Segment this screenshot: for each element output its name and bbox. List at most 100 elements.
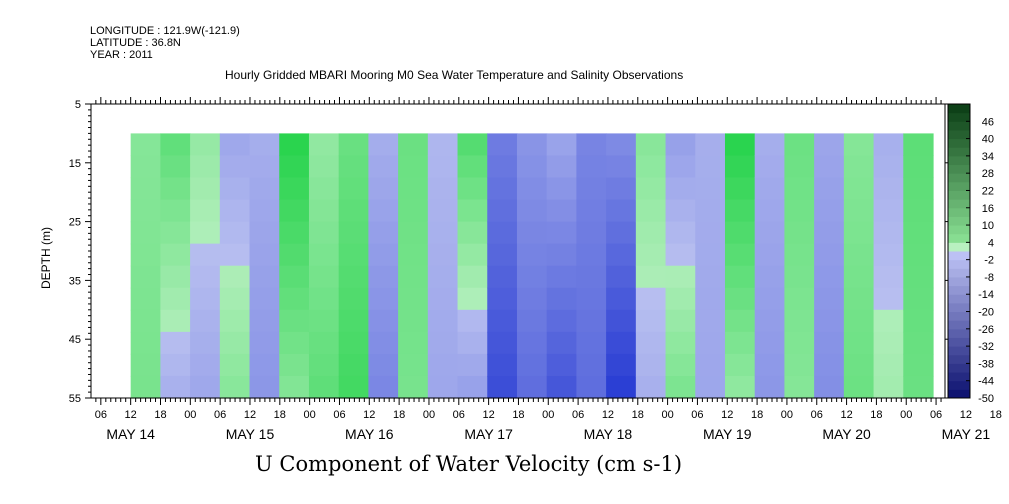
colorbar-band bbox=[948, 276, 970, 287]
heatmap-cell bbox=[190, 133, 221, 157]
heatmap-cell bbox=[368, 353, 399, 377]
heatmap-cell bbox=[665, 199, 696, 223]
heatmap-cell bbox=[130, 353, 161, 377]
heatmap-cell bbox=[635, 177, 667, 201]
x-tick-label: 12 bbox=[363, 409, 375, 421]
heatmap-cell bbox=[308, 353, 340, 377]
heatmap-cell bbox=[190, 331, 221, 355]
colorbar-label: 40 bbox=[982, 134, 994, 146]
heatmap-cell bbox=[338, 353, 369, 377]
colorbar-band bbox=[948, 164, 970, 174]
heatmap-cell bbox=[873, 353, 904, 377]
x-tick-label: 18 bbox=[154, 409, 166, 421]
heatmap-cell bbox=[516, 375, 548, 399]
heatmap-cell bbox=[695, 287, 726, 311]
heatmap-cell bbox=[279, 133, 310, 157]
heatmap-cell bbox=[576, 243, 607, 267]
heatmap-cell bbox=[427, 287, 459, 311]
x-tick-label: 00 bbox=[661, 409, 673, 421]
x-tick-label: 00 bbox=[184, 409, 196, 421]
heatmap-cell bbox=[219, 287, 251, 311]
heatmap-cell bbox=[814, 375, 845, 399]
heatmap-cell bbox=[487, 287, 518, 311]
heatmap-cell bbox=[427, 133, 459, 157]
heatmap-cell bbox=[338, 133, 369, 157]
year-label: YEAR : 2011 bbox=[90, 49, 153, 61]
heatmap-cell bbox=[516, 199, 548, 223]
heatmap-cell bbox=[903, 353, 934, 377]
heatmap-cell bbox=[546, 133, 578, 157]
colorbar-band bbox=[948, 104, 970, 114]
heatmap-cell bbox=[398, 331, 429, 355]
colorbar-band bbox=[948, 216, 970, 226]
heatmap-cell bbox=[843, 331, 875, 355]
heatmap-cell bbox=[308, 221, 340, 245]
heatmap-cell bbox=[814, 177, 845, 201]
heatmap-cell bbox=[546, 221, 578, 245]
heatmap-cell bbox=[516, 309, 548, 333]
heatmap-cell bbox=[338, 155, 369, 179]
heatmap-cell bbox=[724, 199, 756, 223]
heatmap-cell bbox=[427, 199, 459, 223]
heatmap-cell bbox=[487, 133, 518, 157]
heatmap-cell bbox=[368, 309, 399, 333]
heatmap-cell bbox=[487, 177, 518, 201]
x-tick-label: 06 bbox=[930, 409, 942, 421]
colorbar-band bbox=[948, 285, 970, 295]
colorbar-band bbox=[948, 268, 970, 278]
heatmap-cell bbox=[635, 309, 667, 333]
heatmap-cell bbox=[606, 243, 637, 267]
heatmap-cell bbox=[784, 265, 815, 289]
y-tick-label: 15 bbox=[69, 158, 81, 170]
heatmap-cell bbox=[814, 199, 845, 223]
heatmap-cell bbox=[606, 353, 637, 377]
heatmap-cell bbox=[576, 331, 607, 355]
heatmap-cell bbox=[754, 155, 786, 179]
x-tick-label: 06 bbox=[811, 409, 823, 421]
heatmap-cell bbox=[516, 155, 548, 179]
heatmap-cell bbox=[665, 133, 696, 157]
colorbar-label: -8 bbox=[984, 272, 994, 284]
colorbar-label: -14 bbox=[978, 289, 994, 301]
x-tick-label: 00 bbox=[304, 409, 316, 421]
heatmap-cell bbox=[457, 243, 488, 267]
heatmap-cell bbox=[219, 331, 251, 355]
heatmap-cell bbox=[843, 177, 875, 201]
heatmap-cell bbox=[784, 155, 815, 179]
heatmap-cell bbox=[279, 221, 310, 245]
heatmap-cell bbox=[249, 243, 280, 267]
heatmap-cell bbox=[784, 331, 815, 355]
heatmap-cell bbox=[695, 177, 726, 201]
x-tick-label: 06 bbox=[453, 409, 465, 421]
heatmap-cell bbox=[635, 199, 667, 223]
heatmap-cell bbox=[546, 375, 578, 399]
heatmap-cell bbox=[130, 155, 161, 179]
heatmap-cell bbox=[190, 309, 221, 333]
heatmap-cell bbox=[160, 353, 191, 377]
heatmap-cell bbox=[635, 243, 667, 267]
heatmap-cell bbox=[576, 221, 607, 245]
chart-caption: U Component of Water Velocity (cm s-1) bbox=[255, 452, 683, 476]
heatmap-cell bbox=[160, 331, 191, 355]
heatmap-cell bbox=[249, 309, 280, 333]
heatmap-cell bbox=[457, 155, 488, 179]
heatmap-cell bbox=[457, 177, 488, 201]
heatmap-cell bbox=[635, 265, 667, 289]
x-tick-label: 12 bbox=[125, 409, 137, 421]
heatmap-cell bbox=[516, 177, 548, 201]
date-label: MAY 14 bbox=[106, 426, 155, 442]
heatmap-cell bbox=[695, 199, 726, 223]
heatmap-cell bbox=[873, 309, 904, 333]
x-tick-label: 00 bbox=[781, 409, 793, 421]
heatmap-cell bbox=[160, 133, 191, 157]
heatmap-cell bbox=[724, 155, 756, 179]
heatmap-cell bbox=[130, 375, 161, 399]
colorbar-band bbox=[948, 311, 970, 321]
colorbar-label: -44 bbox=[978, 376, 994, 388]
heatmap-cell bbox=[427, 331, 459, 355]
heatmap-cell bbox=[724, 243, 756, 267]
colorbar-label: -50 bbox=[978, 393, 994, 405]
heatmap-cell bbox=[695, 353, 726, 377]
heatmap-cell bbox=[219, 155, 251, 179]
x-tick-label: 18 bbox=[751, 409, 763, 421]
